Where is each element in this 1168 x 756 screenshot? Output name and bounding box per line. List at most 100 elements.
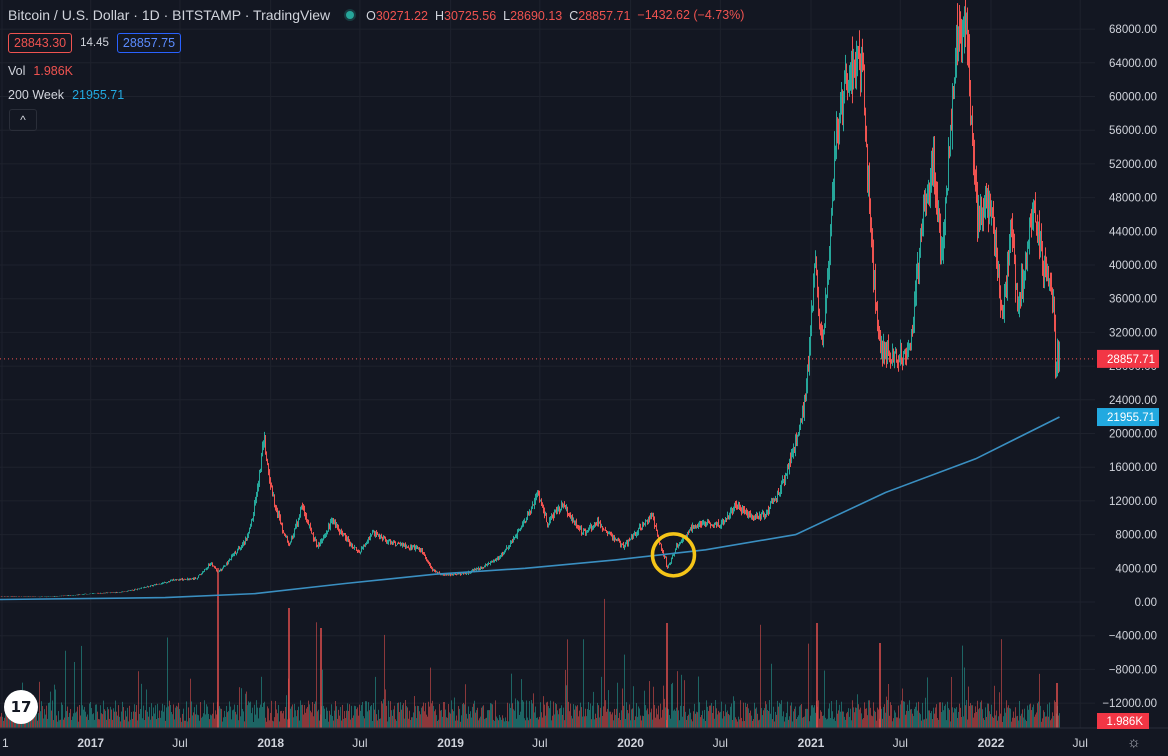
volume-bar [938,719,939,728]
volume-bar [210,714,211,728]
volume-bar [84,706,85,728]
volume-bar [367,711,368,728]
volume-bar [424,711,425,728]
ma-legend[interactable]: 200 Week 21955.71 [8,88,124,102]
volume-bar [155,705,156,728]
volume-bar [786,712,787,728]
market-status-icon[interactable] [346,11,355,19]
volume-bar [272,720,273,728]
volume-bar [973,717,974,728]
sell-price-button[interactable]: 28843.30 [8,33,73,53]
volume-bar [505,717,506,728]
volume-bar [136,705,137,728]
volume-bar [1014,717,1015,728]
volume-bar [246,691,247,728]
price-tick-label: 60000.00 [1109,92,1157,104]
time-axis[interactable]: 1 2017 Jul 2018 Jul 2019 Jul 2020 Jul 2021 Jul 2022… [0,727,1168,750]
volume-bar [837,713,838,728]
volume-bar [897,717,898,728]
volume-bar [230,706,231,728]
volume-bar [143,705,144,728]
volume-bar [865,708,866,728]
volume-bar [888,683,889,728]
volume-bar [590,703,591,728]
volume-bar [970,703,971,728]
volume-bar [942,702,943,728]
volume-bar [435,709,436,728]
volume-bar [395,719,396,728]
volume-bar [744,720,745,728]
volume-bar [375,676,376,728]
volume-bar [32,718,33,728]
volume-bar [376,714,377,728]
volume-bar [631,709,632,728]
volume-bar [716,708,717,728]
volume-bar [1016,716,1017,728]
volume-bar [154,713,155,728]
volume-bar [535,706,536,728]
volume-bar [645,705,646,728]
volume-bar [71,720,72,728]
volume-bar [31,713,32,728]
volume-bar [182,713,183,728]
buy-price-button[interactable]: 28857.75 [116,33,182,53]
symbol-legend[interactable]: Bitcoin / U.S. Dollar · 1D · BITSTAMP · … [8,7,751,23]
time-tick-label: 2018 [257,736,284,750]
volume-bar [208,713,209,728]
tradingview-logo[interactable]: 17 [4,690,38,724]
volume-bar [574,709,575,728]
volume-bar [543,696,544,728]
gear-icon[interactable]: ☼ [1127,734,1141,751]
volume-bar [568,701,569,728]
volume-bar [465,684,466,728]
volume-bar [749,713,750,728]
volume-bar [236,714,237,728]
volume-bar [112,719,113,728]
volume-bar [679,720,680,728]
volume-bar [585,708,586,728]
volume-bar [824,670,825,728]
volume-bar [274,717,275,728]
volume-bar [615,714,616,728]
symbol-title[interactable]: Bitcoin / U.S. Dollar · 1D · BITSTAMP · … [8,7,331,23]
volume-bar [893,718,894,728]
collapse-legend-button[interactable]: ^ [9,109,37,131]
highlight-ring [650,532,697,578]
volume-bar [63,719,64,728]
volume-bar [159,710,160,728]
volume-bar [388,700,389,728]
volume-bar [814,705,815,728]
volume-bar [790,705,791,728]
volume-bar [990,714,991,728]
volume-bar [528,720,529,728]
volume-bar [291,706,292,728]
volume-bar [661,717,662,728]
volume-bar [906,710,907,728]
volume-bar [518,701,519,728]
volume-bar [145,710,146,728]
volume-bar [413,712,414,728]
volume-bar [976,711,977,728]
volume-bar [695,713,696,728]
volume-bar [211,715,212,728]
volume-bar [675,710,676,728]
volume-bar [968,686,969,728]
volume-bar [474,700,475,728]
volume-bar [87,714,88,728]
volume-legend[interactable]: Vol 1.986K [8,64,73,78]
volume-bar [736,719,737,728]
volume-bar [857,694,858,728]
volume-bar [603,706,604,728]
volume-bar [931,711,932,728]
volume-bar [304,705,305,728]
volume-bar [223,717,224,728]
volume-bar [80,715,81,728]
volume-bar [73,713,74,728]
volume-bar [344,711,345,728]
volume-bar [789,716,790,728]
volume-bar [1009,708,1010,728]
time-tick-label: 2019 [437,736,464,750]
volume-bar [75,712,76,728]
